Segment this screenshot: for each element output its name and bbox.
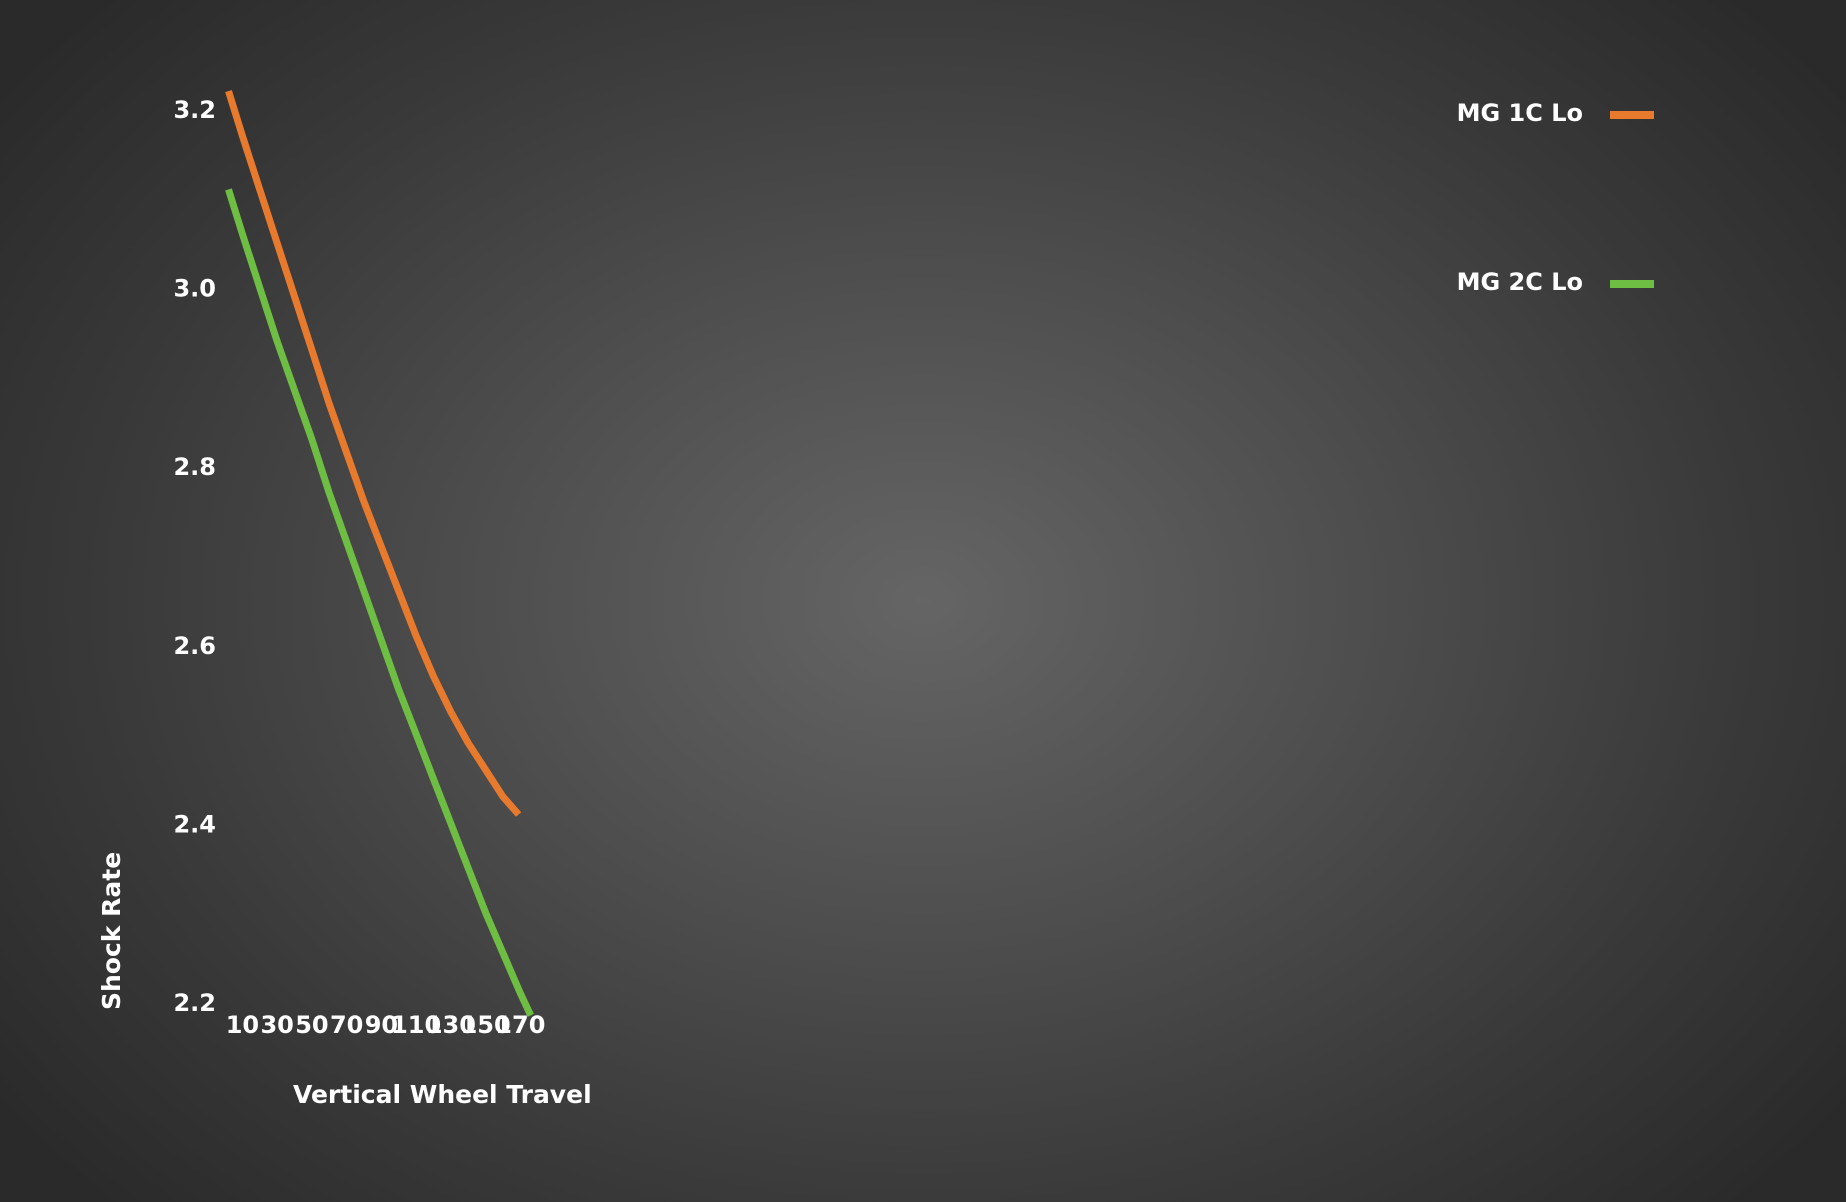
- legend: MG 1C Lo MG 2C Lo: [1457, 99, 1654, 296]
- y-tick-label: 2.8: [173, 453, 216, 481]
- y-axis-title: Shock Rate: [97, 852, 126, 1010]
- x-tick-label: 50: [295, 1011, 328, 1039]
- series-layer: [225, 90, 534, 1017]
- y-tick-label: 2.4: [173, 810, 216, 838]
- series-line-1: [225, 90, 522, 817]
- x-tick-label: 90: [365, 1011, 398, 1039]
- legend-label: MG 2C Lo: [1457, 268, 1583, 296]
- y-tick-label: 3.0: [173, 275, 216, 303]
- y-tick-label: 2.2: [173, 989, 216, 1017]
- legend-label: MG 1C Lo: [1457, 99, 1583, 127]
- y-axis-ticks: 2.2 2.4 2.6 2.8 3.0 3.2: [173, 96, 216, 1017]
- y-tick-label: 2.6: [173, 632, 216, 660]
- x-tick-label: 110: [391, 1011, 441, 1039]
- x-tick-label: 10: [226, 1011, 259, 1039]
- x-tick-label: 30: [260, 1011, 293, 1039]
- x-tick-label: 170: [495, 1011, 545, 1039]
- y-tick-label: 3.2: [173, 96, 216, 124]
- x-tick-label: 70: [330, 1011, 363, 1039]
- series-line-2: [225, 188, 534, 1017]
- x-tick-label: 130: [426, 1011, 476, 1039]
- x-axis-title: Vertical Wheel Travel: [293, 1080, 592, 1109]
- x-tick-label: 150: [461, 1011, 511, 1039]
